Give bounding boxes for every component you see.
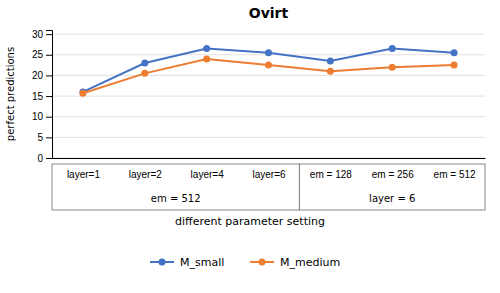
y-axis: 0 5 10 15 20 25 30: [32, 29, 53, 164]
y-tick-label: 5: [37, 132, 43, 143]
x-axis-line: [53, 158, 486, 159]
x-tick-label: em = 128: [310, 169, 352, 180]
y-tick-mark: [46, 55, 52, 56]
x-tick-label: layer=2: [129, 169, 163, 180]
grid: [52, 34, 485, 158]
y-tick-label: 20: [32, 70, 44, 81]
grid-line: [52, 137, 485, 138]
grid-line: [52, 96, 485, 97]
y-tick-label: 30: [32, 29, 44, 40]
legend-item: M_small: [150, 256, 224, 269]
legend-item: M_medium: [250, 256, 340, 269]
x-axis-title: different parameter setting: [175, 215, 325, 228]
series-point: [265, 49, 272, 56]
grid-line: [52, 158, 485, 159]
series-line: [83, 59, 454, 93]
series-point: [203, 55, 210, 62]
series-point: [79, 90, 86, 97]
group-label: layer = 6: [369, 193, 415, 204]
legend: M_small M_medium: [150, 256, 340, 269]
y-tick: 5: [37, 132, 52, 143]
y-tick: 20: [32, 70, 52, 81]
y-tick-mark: [46, 117, 52, 118]
title: Ovirt: [249, 5, 289, 21]
y-tick: 0: [37, 153, 52, 164]
y-tick: 25: [32, 49, 52, 60]
series-point: [389, 45, 396, 52]
y-tick-label: 0: [37, 153, 43, 164]
grid-line: [52, 116, 485, 117]
label-box: [299, 164, 485, 210]
x-tick-label: layer=1: [67, 169, 101, 180]
series-point: [389, 64, 396, 71]
x-tick: layer=2: [129, 169, 163, 180]
legend-label: M_medium: [280, 256, 340, 269]
x-tick: em = 256: [372, 169, 414, 180]
x-tick-label: layer=4: [191, 169, 225, 180]
x-tick: layer=6: [252, 169, 286, 180]
y-tick-mark: [46, 158, 52, 159]
series-point: [327, 68, 334, 75]
y-tick-label: 25: [32, 49, 44, 60]
x-tick-label: layer=6: [252, 169, 286, 180]
group-label: em = 512: [151, 193, 201, 204]
series-point: [451, 62, 458, 69]
y-tick: 10: [32, 111, 52, 122]
x-tick: layer=4: [191, 169, 225, 180]
x-tick-label: em = 512: [434, 169, 476, 180]
y-tick-mark: [46, 96, 52, 97]
x-tick-label: em = 256: [372, 169, 414, 180]
y-tick: 30: [32, 29, 52, 40]
legend-marker: [259, 259, 266, 266]
series-point: [203, 45, 210, 52]
plot-area: 0 5 10 15 20 25 30: [32, 29, 486, 164]
x-tick: em = 128: [310, 169, 352, 180]
y-tick: 15: [32, 91, 52, 102]
series-point: [451, 49, 458, 56]
y-tick-mark: [46, 75, 52, 76]
y-axis-title: perfect predictions: [5, 47, 16, 141]
y-tick-label: 15: [32, 91, 44, 102]
legend-marker: [159, 259, 166, 266]
label-boxes: layer=1 layer=2 layer=4 layer=6 em = 128 em =…: [52, 164, 485, 210]
y-tick-mark: [46, 137, 52, 138]
series-line: [83, 49, 454, 92]
x-tick: em = 512: [434, 169, 476, 180]
y-axis-line: [46, 31, 53, 159]
series-point: [141, 70, 148, 77]
legend-label: M_small: [180, 256, 224, 269]
series-group: [79, 45, 457, 97]
y-tick-label: 10: [32, 111, 44, 122]
series-point: [141, 60, 148, 67]
x-axis: [53, 158, 486, 159]
x-category-axis: layer=1 layer=2 layer=4 layer=6 em = 128 em =…: [67, 169, 476, 180]
chart: 0 5 10 15 20 25 30 Ovirt perfect predictions laye…: [0, 0, 500, 293]
y-tick-mark: [46, 34, 52, 35]
series-point: [327, 57, 334, 64]
label-box: [52, 164, 299, 210]
x-tick: layer=1: [67, 169, 101, 180]
grid-line: [52, 34, 485, 35]
series-point: [265, 62, 272, 69]
